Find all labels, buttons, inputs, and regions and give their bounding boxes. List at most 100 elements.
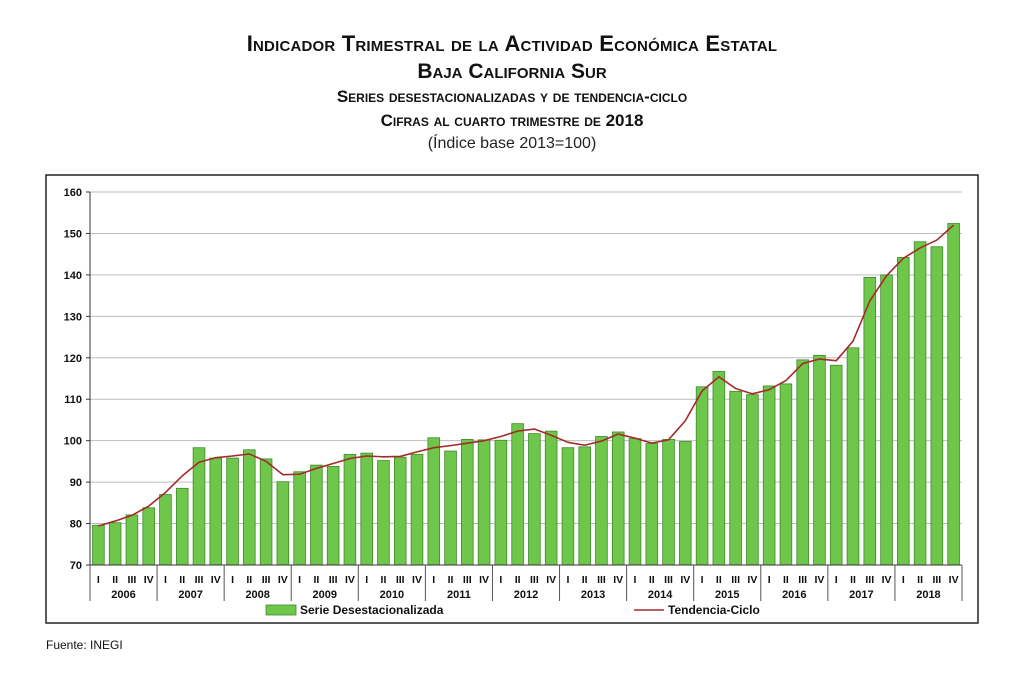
x-quarter-label: I bbox=[902, 574, 905, 586]
x-quarter-label: I bbox=[634, 574, 637, 586]
bar bbox=[628, 438, 642, 566]
x-quarter-label: I bbox=[499, 574, 502, 586]
x-quarter-label: III bbox=[731, 574, 740, 586]
bar bbox=[243, 449, 256, 566]
bar bbox=[461, 439, 474, 566]
x-quarter-label: IV bbox=[747, 574, 757, 586]
x-quarter-label: III bbox=[664, 574, 673, 586]
bar bbox=[343, 453, 357, 566]
x-quarter-label: II bbox=[515, 574, 521, 586]
bar bbox=[92, 524, 105, 566]
bar bbox=[377, 460, 390, 566]
bar bbox=[595, 436, 608, 566]
bar bbox=[880, 274, 893, 566]
x-quarter-label: I bbox=[298, 574, 301, 586]
x-year-label: 2012 bbox=[514, 589, 538, 601]
x-year-label: 2015 bbox=[715, 589, 739, 601]
x-year-label: 2006 bbox=[111, 589, 135, 601]
x-quarter-label: III bbox=[195, 574, 204, 586]
chart-series-subtitle: Series desestacionalizadas y de tendenci… bbox=[336, 87, 688, 106]
y-tick-label: 70 bbox=[70, 560, 82, 572]
bar bbox=[310, 464, 323, 566]
x-quarter-label: IV bbox=[680, 574, 690, 586]
bar bbox=[762, 385, 776, 566]
x-quarter-label: IV bbox=[479, 574, 489, 586]
bar bbox=[712, 371, 726, 566]
bar bbox=[846, 347, 860, 566]
y-tick-label: 110 bbox=[64, 394, 82, 406]
bar bbox=[326, 465, 340, 566]
bar bbox=[561, 447, 575, 566]
x-year-label: 2017 bbox=[849, 589, 873, 601]
x-quarter-label: II bbox=[381, 574, 387, 586]
bar bbox=[913, 241, 927, 566]
x-quarter-label: III bbox=[396, 574, 405, 586]
legend-bar-swatch bbox=[265, 604, 297, 616]
x-quarter-label: III bbox=[262, 574, 271, 586]
x-quarter-label: I bbox=[231, 574, 234, 586]
bar bbox=[528, 433, 541, 566]
x-quarter-label: II bbox=[448, 574, 454, 586]
x-quarter-label: IV bbox=[211, 574, 221, 586]
bar bbox=[511, 423, 524, 566]
x-quarter-label: II bbox=[649, 574, 655, 586]
bar bbox=[276, 481, 290, 566]
x-quarter-label: I bbox=[835, 574, 838, 586]
x-quarter-label: III bbox=[798, 574, 807, 586]
x-quarter-label: II bbox=[716, 574, 722, 586]
bar bbox=[544, 430, 558, 566]
bar bbox=[611, 431, 625, 566]
x-quarter-label: III bbox=[865, 574, 874, 586]
y-tick-label: 80 bbox=[70, 519, 82, 531]
x-quarter-label: I bbox=[97, 574, 100, 586]
x-quarter-label: I bbox=[768, 574, 771, 586]
x-quarter-label: IV bbox=[412, 574, 422, 586]
x-quarter-label: III bbox=[329, 574, 338, 586]
bar bbox=[108, 522, 122, 566]
legend-bar-label: Serie Desestacionalizada bbox=[300, 603, 444, 617]
bar bbox=[209, 457, 223, 566]
y-tick-label: 90 bbox=[70, 477, 82, 489]
x-quarter-label: IV bbox=[949, 574, 959, 586]
bar bbox=[746, 394, 759, 566]
x-quarter-label: II bbox=[179, 574, 185, 586]
source-note: Fuente: INEGI bbox=[46, 638, 123, 652]
x-quarter-label: IV bbox=[882, 574, 892, 586]
bar bbox=[779, 383, 793, 566]
bar bbox=[393, 456, 407, 566]
chart-state-title: Baja California Sur bbox=[417, 60, 607, 83]
bar bbox=[444, 450, 457, 566]
y-tick-label: 100 bbox=[64, 436, 82, 448]
x-quarter-label: IV bbox=[546, 574, 556, 586]
trend-series bbox=[98, 224, 955, 527]
x-quarter-label: I bbox=[701, 574, 704, 586]
bar bbox=[863, 276, 877, 566]
x-year-label: 2011 bbox=[447, 589, 471, 601]
x-quarter-label: IV bbox=[278, 574, 288, 586]
x-quarter-label: III bbox=[128, 574, 137, 586]
bar bbox=[410, 453, 424, 566]
x-quarter-label: II bbox=[783, 574, 789, 586]
bar bbox=[645, 443, 659, 566]
x-quarter-label: III bbox=[530, 574, 539, 586]
bar bbox=[578, 446, 591, 566]
bar bbox=[695, 386, 709, 566]
bar bbox=[142, 507, 155, 566]
chart-title: Indicador Trimestral de la Actividad Eco… bbox=[246, 31, 778, 56]
bar bbox=[796, 359, 809, 566]
bar bbox=[477, 439, 491, 566]
bar bbox=[159, 494, 172, 566]
bar bbox=[679, 441, 692, 566]
y-tick-label: 140 bbox=[64, 270, 82, 282]
x-quarter-label: II bbox=[850, 574, 856, 586]
x-quarter-label: I bbox=[164, 574, 167, 586]
x-quarter-label: IV bbox=[144, 574, 154, 586]
bar bbox=[494, 439, 508, 566]
x-quarter-label: I bbox=[432, 574, 435, 586]
bar bbox=[226, 457, 239, 566]
bar-series bbox=[92, 223, 960, 566]
x-quarter-label: I bbox=[566, 574, 569, 586]
x-quarter-label: II bbox=[112, 574, 118, 586]
